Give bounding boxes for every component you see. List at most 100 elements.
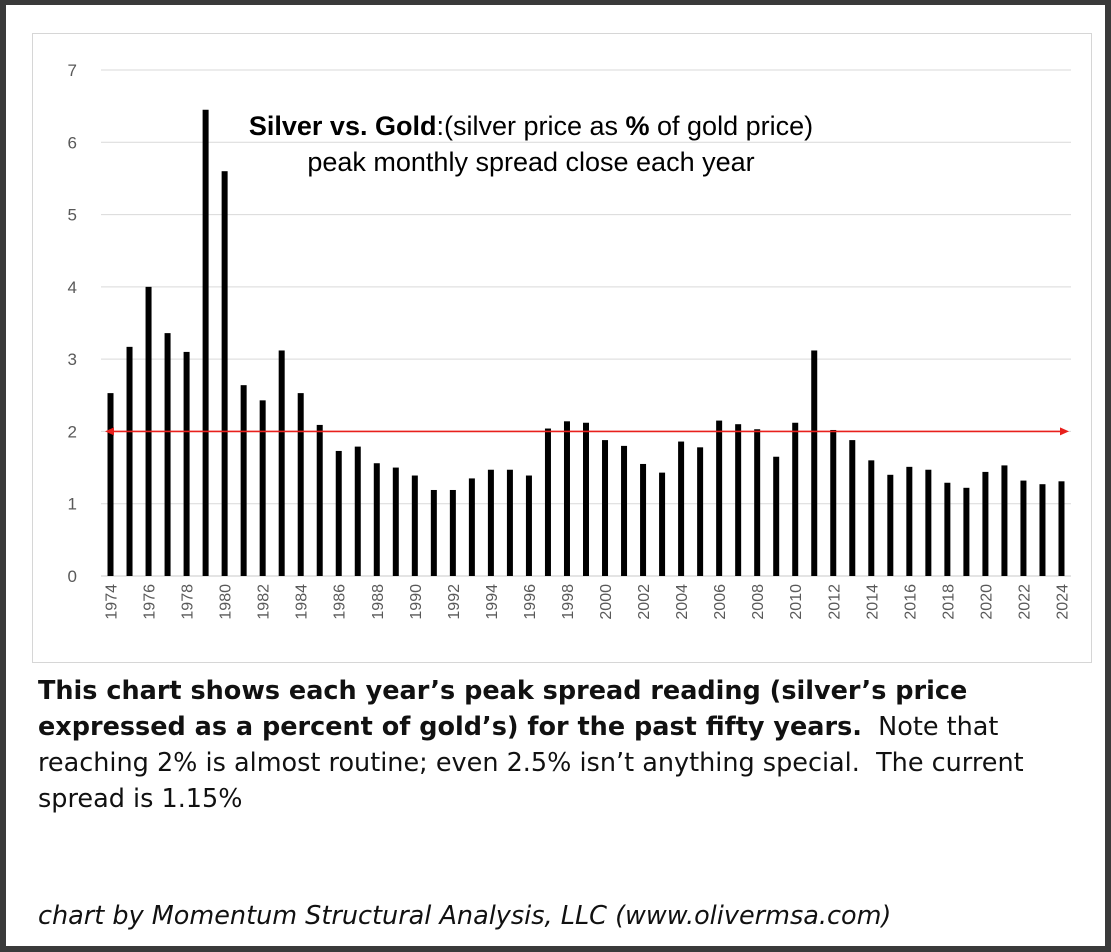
bar-2007 — [735, 424, 742, 576]
bar-1974 — [107, 393, 114, 576]
bar-chart: 0 1 2 3 4 5 6 7 1974 1976 1978 1980 1982 1984 1986 198… — [68, 61, 1072, 620]
x-tick-label: 1982 — [256, 584, 273, 620]
x-tick-label: 1986 — [332, 584, 349, 620]
bar-1998 — [563, 421, 570, 576]
reference-line — [105, 427, 1069, 436]
reference-arrow-left — [105, 427, 114, 436]
bar-2024 — [1058, 481, 1065, 576]
bar-1989 — [392, 467, 399, 576]
bar-2003 — [659, 472, 666, 576]
bar-2000 — [602, 440, 609, 576]
x-tick-label: 2020 — [978, 584, 995, 620]
x-tick-label: 2022 — [1016, 584, 1033, 620]
bar-1995 — [506, 469, 513, 576]
x-tick-label: 1990 — [408, 584, 425, 620]
y-tick-label: 0 — [68, 567, 77, 586]
y-tick-label: 6 — [68, 133, 77, 152]
title-bold: Silver vs. Gold — [248, 111, 437, 141]
bar-2012 — [830, 429, 837, 576]
bar-2023 — [1039, 484, 1046, 576]
x-tick-label: 1994 — [484, 584, 501, 620]
caption-bold: This chart shows each year’s peak spread… — [38, 676, 968, 742]
bar-2021 — [1001, 465, 1008, 576]
bar-2009 — [773, 456, 780, 576]
x-tick-label: 1996 — [522, 584, 539, 620]
bar-1991 — [430, 489, 437, 576]
title-part-1: :(silver price as — [436, 111, 626, 141]
bar-1990 — [411, 475, 418, 576]
x-tick-label: 1978 — [180, 584, 197, 620]
y-tick-label: 2 — [68, 422, 77, 441]
bar-1977 — [164, 333, 171, 576]
x-tick-label: 2018 — [940, 584, 957, 620]
bar-2019 — [963, 487, 970, 576]
chart-title: Silver vs. Gold:(silver price as % of go… — [211, 108, 851, 180]
x-tick-label: 2010 — [788, 584, 805, 620]
bar-1994 — [487, 469, 494, 576]
x-tick-label: 2024 — [1054, 584, 1071, 620]
reference-arrow-right — [1060, 427, 1069, 436]
y-tick-label: 7 — [68, 61, 77, 80]
title-percent: % — [625, 111, 650, 141]
bar-1987 — [354, 446, 361, 576]
bar-1996 — [525, 475, 532, 576]
y-tick-label: 4 — [68, 278, 77, 297]
title-part-2: of gold price) — [649, 111, 814, 141]
x-tick-label: 1988 — [370, 584, 387, 620]
y-tick-label: 5 — [68, 206, 77, 225]
x-tick-label: 2014 — [864, 584, 881, 620]
bar-2022 — [1020, 480, 1027, 576]
bar-2018 — [944, 482, 951, 576]
bar-1978 — [183, 351, 190, 576]
bar-2010 — [792, 422, 799, 576]
x-tick-label: 2012 — [826, 584, 843, 620]
bar-1999 — [583, 422, 589, 576]
bar-1988 — [373, 463, 380, 576]
x-tick-label: 1980 — [218, 584, 235, 620]
x-axis-ticks: 1974 1976 1978 1980 1982 1984 1986 1988 1990 1992… — [104, 584, 1072, 620]
bar-2013 — [849, 440, 856, 576]
bar-2005 — [697, 447, 704, 576]
bar-2004 — [678, 441, 685, 576]
bar-1981 — [240, 385, 247, 576]
x-tick-label: 2004 — [674, 584, 691, 620]
caption-normal: Note that reaching 2% is almost routine;… — [38, 712, 1032, 814]
x-tick-label: 1998 — [560, 584, 577, 620]
x-tick-label: 1976 — [142, 584, 159, 620]
credit-line: chart by Momentum Structural Analysis, L… — [38, 901, 892, 931]
y-axis-ticks: 0 1 2 3 4 5 6 7 — [68, 61, 77, 586]
bar-2016 — [906, 466, 913, 576]
bar-2015 — [887, 474, 894, 576]
bar-1975 — [126, 346, 133, 576]
bar-2001 — [621, 445, 628, 576]
bar-2006 — [716, 420, 723, 576]
x-tick-label: 1984 — [294, 584, 311, 620]
y-tick-label: 3 — [68, 350, 77, 369]
bar-1993 — [468, 478, 475, 576]
x-tick-label: 1974 — [104, 584, 121, 620]
bar-1992 — [449, 489, 456, 576]
bar-1984 — [297, 393, 304, 576]
bar-2002 — [640, 463, 647, 576]
bars — [107, 109, 1065, 576]
bar-2008 — [754, 429, 761, 576]
chart-subtitle: peak monthly spread close each year — [307, 147, 755, 177]
bar-2020 — [982, 471, 989, 576]
bar-1986 — [335, 450, 342, 576]
x-tick-label: 2008 — [750, 584, 767, 620]
caption: This chart shows each year’s peak spread… — [38, 673, 1098, 817]
bar-2011 — [811, 350, 818, 576]
chart-title-line: Silver vs. Gold:(silver price as % of go… — [211, 108, 851, 144]
chart-area: 0 1 2 3 4 5 6 7 1974 1976 1978 1980 1982 1984 1986 198… — [32, 33, 1092, 663]
x-tick-label: 2002 — [636, 584, 653, 620]
bar-2017 — [925, 469, 932, 576]
bar-1997 — [544, 428, 551, 576]
bar-1983 — [278, 350, 285, 576]
x-tick-label: 1992 — [446, 584, 463, 620]
y-tick-label: 1 — [68, 495, 77, 514]
bar-2014 — [868, 460, 875, 576]
x-tick-label: 2016 — [902, 584, 919, 620]
bar-1979 — [202, 109, 209, 576]
bar-1980 — [221, 171, 228, 576]
